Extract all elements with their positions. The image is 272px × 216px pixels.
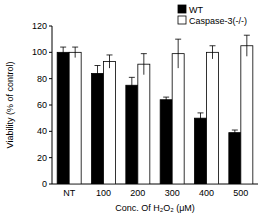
error-cap: [95, 65, 101, 66]
bar: [172, 54, 184, 184]
x-tick-label: 400: [199, 188, 214, 198]
error-cap: [210, 45, 216, 46]
error-cap: [175, 39, 181, 40]
bar: [138, 64, 150, 184]
bar: [160, 100, 172, 184]
bar: [69, 52, 81, 184]
y-tick-label: 40: [37, 126, 47, 136]
x-tick-label: NT: [63, 188, 75, 198]
y-tick: [49, 52, 52, 53]
error-cap: [232, 130, 238, 131]
error-cap: [141, 53, 147, 54]
error-line: [63, 47, 64, 58]
error-bar: [163, 97, 169, 102]
error-bar: [198, 113, 204, 124]
x-tick-label: 100: [96, 188, 111, 198]
x-axis-title: Conc. Of H₂O₂ (μM): [115, 203, 195, 213]
bar: [207, 52, 219, 184]
bar: [126, 85, 138, 184]
error-line: [234, 130, 235, 135]
y-tick: [49, 184, 52, 185]
y-tick: [49, 105, 52, 106]
y-tick: [49, 78, 52, 79]
error-cap: [60, 47, 66, 48]
x-tick-label: 500: [233, 188, 248, 198]
error-bar: [107, 55, 113, 68]
error-bar: [60, 47, 66, 58]
error-line: [166, 97, 167, 102]
error-cap: [129, 77, 135, 78]
bar: [229, 133, 241, 184]
legend-swatch: [178, 5, 186, 13]
error-bar: [175, 39, 181, 68]
error-cap: [163, 97, 169, 98]
bar: [195, 118, 207, 184]
y-tick-label: 120: [32, 21, 47, 31]
error-bar: [95, 66, 101, 82]
error-line: [212, 46, 213, 59]
error-bar: [232, 130, 238, 135]
legend-swatch: [178, 16, 186, 24]
bar: [92, 73, 104, 184]
error-bar: [210, 46, 216, 59]
y-tick: [49, 26, 52, 27]
y-tick-label: 20: [37, 153, 47, 163]
y-axis-title: Viability (% of control): [5, 62, 15, 149]
error-cap: [72, 47, 78, 48]
error-line: [75, 47, 76, 58]
error-bar: [244, 35, 250, 56]
y-tick-label: 100: [32, 47, 47, 57]
error-line: [97, 66, 98, 82]
bar: [241, 46, 253, 184]
bar: [57, 52, 69, 184]
legend-label: WT: [189, 5, 203, 15]
bars: [57, 35, 253, 184]
chart: 0 20 40 60 80 100 120 Viability (% of control) N…: [0, 0, 272, 216]
bar: [104, 62, 116, 184]
error-cap: [107, 54, 113, 55]
error-cap: [244, 35, 250, 36]
error-line: [131, 77, 132, 93]
error-line: [178, 39, 179, 68]
y-tick-label: 60: [37, 100, 47, 110]
y-tick-label: 80: [37, 74, 47, 84]
error-bar: [72, 47, 78, 58]
error-line: [143, 54, 144, 75]
error-cap: [198, 112, 204, 113]
x-tick-label: 300: [165, 188, 180, 198]
x-tick-label: 200: [130, 188, 145, 198]
y-tick: [49, 157, 52, 158]
error-bar: [129, 77, 135, 93]
error-line: [109, 55, 110, 68]
y-tick: [49, 131, 52, 132]
error-line: [246, 35, 247, 56]
legend-label: Caspase-3(-/-): [189, 16, 247, 26]
error-line: [200, 113, 201, 124]
y-tick-label: 0: [42, 179, 47, 189]
x-axis: [52, 184, 258, 185]
error-bar: [141, 54, 147, 75]
